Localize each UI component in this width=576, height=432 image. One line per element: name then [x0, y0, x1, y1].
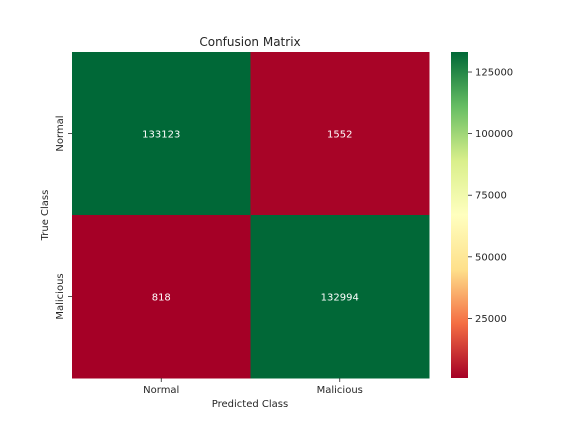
x-axis-label: Predicted Class: [212, 399, 288, 410]
cell-value-label: 132994: [321, 293, 359, 304]
colorbar-ticks: 25000 50000 75000 100000 125000: [468, 68, 513, 325]
chart-title: Confusion Matrix: [199, 35, 300, 49]
colorbar-tick-label: 75000: [475, 191, 507, 202]
cell-value-label: 133123: [142, 130, 180, 141]
colorbar: 25000 50000 75000 100000 125000: [451, 52, 513, 378]
heatmap-cell-labels: 133123 1552 818 132994: [142, 130, 359, 304]
x-tick-label: Malicious: [317, 385, 363, 396]
y-axis-ticks: Normal Malicious: [55, 115, 72, 320]
cell-value-label: 818: [152, 293, 171, 304]
y-axis-label: True Class: [40, 190, 51, 242]
cell-value-label: 1552: [327, 130, 352, 141]
colorbar-tick-label: 125000: [475, 68, 513, 79]
colorbar-tick-label: 100000: [475, 129, 513, 140]
colorbar-gradient: [451, 52, 468, 378]
heatmap-cell: [72, 215, 251, 379]
y-tick-label: Normal: [55, 115, 66, 151]
x-axis-ticks: Normal Malicious: [143, 378, 363, 396]
heatmap-cells: [72, 52, 430, 379]
heatmap-cell: [72, 52, 251, 216]
heatmap-cell: [250, 52, 430, 216]
y-tick-label: Malicious: [55, 273, 66, 319]
colorbar-tick-label: 50000: [475, 252, 507, 263]
colorbar-tick-label: 25000: [475, 314, 507, 325]
x-tick-label: Normal: [143, 385, 179, 396]
heatmap-cell: [250, 215, 430, 379]
